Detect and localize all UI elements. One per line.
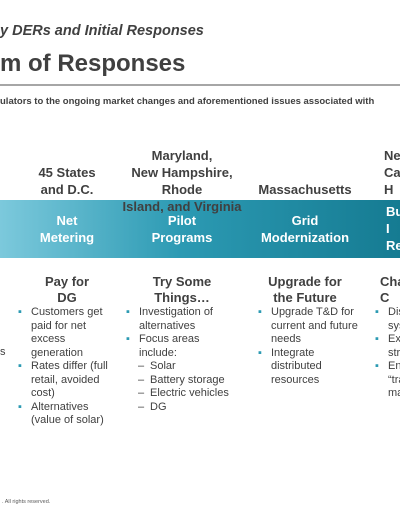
response-band: [0, 200, 400, 258]
subtitle: y DERs and Initial Responses: [0, 23, 204, 39]
column-heading: Cha C: [380, 274, 400, 305]
left-fragment: s: [0, 346, 6, 358]
sub-bullet: Solar: [126, 360, 236, 374]
bullet-list: Distr systeExpa streaEnab “tran mark: [375, 306, 400, 401]
bullet: Customers get paid for net excess genera…: [18, 306, 118, 360]
bullet: Enab “tran mark: [375, 360, 400, 401]
sub-bullet: Battery storage: [126, 374, 236, 388]
sub-bullet: Electric vehicles: [126, 387, 236, 401]
bullet: Upgrade T&D for current and future needs: [258, 306, 358, 347]
bullet: Rates differ (full retail, avoided cost): [18, 360, 118, 401]
bullet-list: Upgrade T&D for current and future needs…: [258, 306, 358, 387]
state-label: Maryland, New Hampshire, Rhode Island, a…: [122, 148, 242, 214]
response-label: Net Metering: [39, 213, 95, 245]
bullet: Distr syste: [375, 306, 400, 333]
bullet-list: Investigation of alternativesFocus areas…: [126, 306, 236, 414]
intro-text: ulators to the ongoing market changes an…: [0, 96, 375, 107]
sub-bullet: DG: [126, 401, 236, 415]
column-heading: Pay for DG: [44, 274, 90, 305]
bullet-list: Customers get paid for net excess genera…: [18, 306, 118, 428]
state-label: Massachusetts: [258, 182, 352, 197]
response-label: Pilot Programs: [151, 213, 213, 245]
bullet: Integrate distributed resources: [258, 347, 358, 388]
bullet: Investigation of alternatives: [126, 306, 236, 333]
state-label: 45 States and D.C.: [38, 165, 96, 197]
column-heading: Try Some Things…: [152, 274, 212, 305]
bullet: Focus areas include:: [126, 333, 236, 360]
bullet: Expa strea: [375, 333, 400, 360]
footer: . All rights reserved.: [2, 499, 51, 505]
column-heading: Upgrade for the Future: [268, 274, 342, 305]
response-label: Bu I Re: [386, 204, 400, 253]
title-rule: [0, 84, 400, 86]
response-label: Grid Modernization: [260, 213, 350, 245]
title: m of Responses: [0, 50, 186, 77]
state-label: Ne Califo H: [384, 148, 400, 197]
bullet: Alternatives (value of solar): [18, 401, 118, 428]
